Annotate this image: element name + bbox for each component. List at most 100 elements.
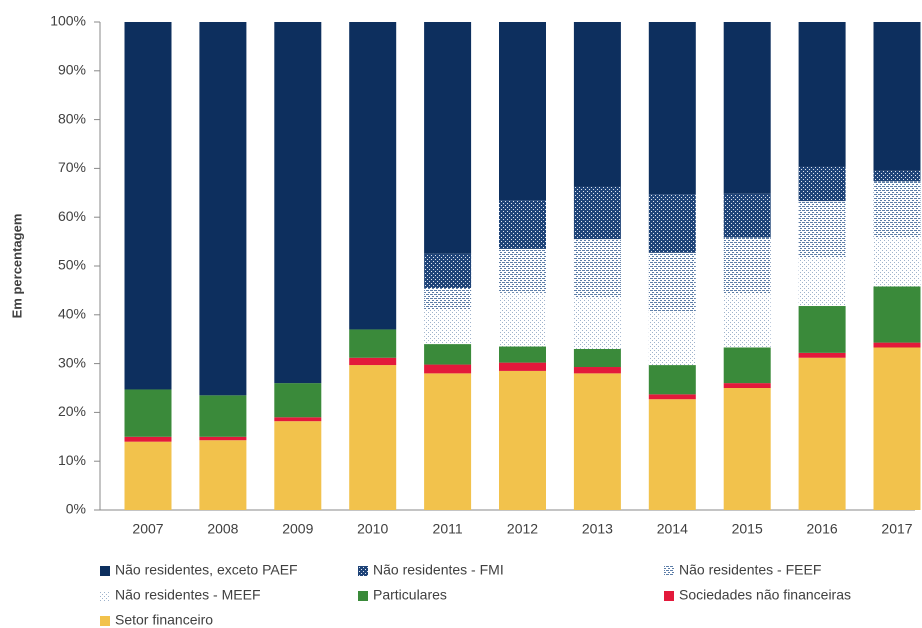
bar-segment [798,306,846,353]
y-tick-label: 20% [58,403,86,419]
bar-segment [499,22,546,201]
bar-segment [124,22,172,390]
x-tick-label: 2016 [807,521,838,537]
bar-segment [424,22,472,254]
x-tick-label: 2007 [132,521,163,537]
bar-segment [648,399,696,510]
bar-segment [723,293,771,348]
bar-segment [349,365,397,510]
bar-segment [499,200,546,249]
legend-label: Sociedades não financeiras [679,587,851,603]
y-tick-label: 70% [58,159,86,175]
bar-segment [573,348,621,368]
bar-segment [723,388,771,510]
x-tick-label: 2014 [657,521,688,537]
bar-segment [349,22,397,330]
x-tick-label: 2015 [732,521,763,537]
legend-label: Setor financeiro [115,612,213,628]
bar-segment [798,22,846,167]
bar-segment [573,239,621,298]
bar-segment [573,297,621,349]
bar-segment [648,194,696,253]
x-tick-label: 2011 [433,521,463,537]
bar-segment [424,287,472,310]
y-axis-label: Em percentagem [9,214,24,319]
bar-segment [274,22,322,384]
legend-swatch [100,616,110,626]
x-tick-label: 2017 [881,521,912,537]
bar-segment [424,373,472,510]
bar-segment [873,286,921,343]
bar-segment [798,166,846,202]
bar-segment [648,252,696,312]
bar-segment [499,362,546,371]
legend-label: Não residentes - MEEF [115,587,261,603]
bar-segment [424,253,472,288]
bar-segment [573,367,621,374]
bar-segment [274,421,322,510]
bar-segment [873,347,921,510]
bar-segment [723,22,771,194]
bar-segment [424,364,472,374]
bar-segment [648,394,696,400]
bar-segment [499,248,546,293]
legend-label: Não residentes - FMI [373,562,504,578]
legend-swatch [358,566,368,576]
bar-segment [873,237,921,287]
bar-segment [573,186,621,240]
legend-swatch [100,566,110,576]
bar-segment [873,181,921,238]
bar-segment [124,441,172,510]
bar-segment [199,436,247,441]
y-tick-label: 60% [58,208,86,224]
x-tick-label: 2008 [207,521,238,537]
y-tick-label: 90% [58,62,86,78]
bar-segment [873,22,921,171]
bar-segment [124,436,172,442]
x-tick-label: 2010 [357,521,388,537]
bar-segment [274,383,322,418]
bar-segment [723,237,771,294]
bar-segment [499,346,546,363]
bar-segment [798,257,846,307]
bar-segment [798,201,846,258]
bar-segment [573,373,621,510]
bar-segment [798,352,846,358]
legend-swatch [358,591,368,601]
bar-segment [124,389,172,437]
y-tick-label: 30% [58,354,86,370]
y-tick-label: 50% [58,257,86,273]
legend-swatch [664,566,674,576]
bar-segment [723,383,771,388]
legend-label: Não residentes, exceto PAEF [115,562,298,578]
bar-segment [424,309,472,345]
bar-segment [349,329,397,358]
bar-segment [723,347,771,384]
bar-segment [424,344,472,365]
x-tick-label: 2012 [507,521,538,537]
bar-segment [199,22,247,396]
bar-segment [723,193,771,238]
bar-segment [648,365,696,395]
bar-segment [274,417,322,422]
bar-segment [349,357,397,366]
bar-segment [499,370,546,510]
x-tick-label: 2013 [582,521,613,537]
legend-swatch [664,591,674,601]
bar-segment [499,292,546,347]
bar-segment [648,311,696,366]
bar-segment [648,22,696,195]
bar-segment [873,170,921,182]
y-tick-label: 80% [58,110,86,126]
y-tick-label: 10% [58,452,86,468]
legend-label: Particulares [373,587,447,603]
y-tick-label: 40% [58,306,86,322]
bar-segment [199,395,247,437]
bar-segment [798,357,846,510]
x-tick-label: 2009 [282,521,313,537]
y-tick-label: 0% [66,501,86,517]
bar-segment [573,22,621,187]
bar-segment [199,440,247,510]
y-tick-label: 100% [50,13,86,29]
